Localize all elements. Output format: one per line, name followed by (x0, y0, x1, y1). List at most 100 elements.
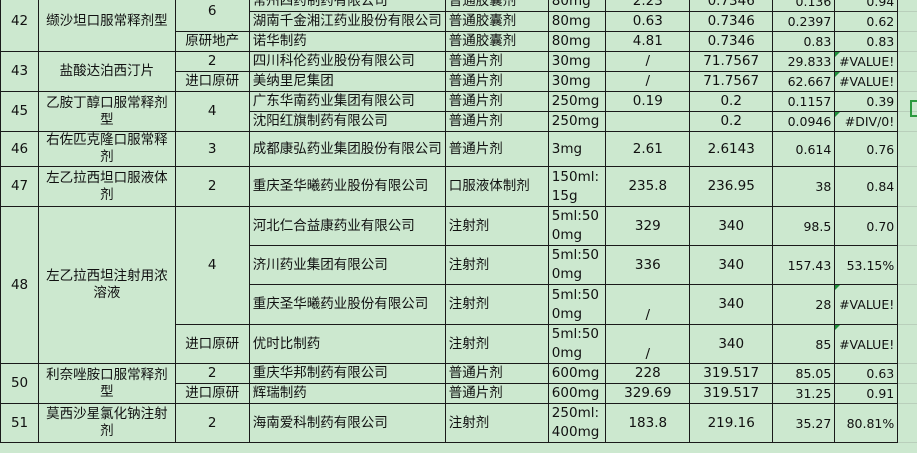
cell-drug-name[interactable]: 乙胺丁醇口服常释剂型 (39, 92, 176, 132)
cell-price-a[interactable]: 4.81 (606, 32, 690, 52)
cell-item-number[interactable]: 43 (1, 52, 39, 92)
cell-company[interactable]: 济川药业集团有限公司 (249, 246, 445, 285)
cell-price-b[interactable]: 0.2 (690, 112, 773, 132)
cell-price-a[interactable]: 235.8 (606, 167, 690, 207)
cell-item-number[interactable]: 47 (1, 167, 39, 207)
cell-empty[interactable] (1, 443, 39, 453)
cell-ratio[interactable]: 0.76 (835, 132, 898, 167)
cell-value[interactable]: 157.43 (773, 246, 835, 285)
cell-empty[interactable] (773, 443, 835, 453)
cell-company[interactable]: 湖南千金湘江药业股份有限公司 (249, 12, 445, 32)
cell-drug-name[interactable]: 左乙拉西坦口服液体剂 (39, 167, 176, 207)
cell-empty[interactable] (835, 443, 898, 453)
cell-ratio[interactable]: 0.39 (835, 92, 898, 112)
cell-spec[interactable]: 80mg (548, 12, 605, 32)
cell-spec[interactable]: 80mg (548, 32, 605, 52)
cell-empty[interactable] (690, 443, 773, 453)
cell-spec[interactable]: 600mg (548, 364, 605, 384)
cell-price-a[interactable]: 2.23 (606, 0, 690, 12)
cell-price-b[interactable]: 0.7346 (690, 0, 773, 12)
cell-empty[interactable] (606, 443, 690, 453)
cell-drug-name[interactable]: 左乙拉西坦注射用浓溶液 (39, 207, 176, 364)
cell-ratio[interactable]: 0.62 (835, 12, 898, 32)
cell-empty[interactable] (39, 443, 176, 453)
cell-drug-name[interactable]: 利奈唑胺口服常释剂型 (39, 364, 176, 404)
cell-category[interactable]: 2 (175, 167, 249, 207)
cell-spec[interactable]: 600mg (548, 384, 605, 404)
cell-dosage-form[interactable]: 注射剂 (445, 285, 548, 325)
cell-company[interactable]: 重庆华邦制药有限公司 (249, 364, 445, 384)
cell-drug-name[interactable]: 莫西沙星氯化钠注射剂 (39, 404, 176, 443)
cell-value[interactable]: 0.83 (773, 32, 835, 52)
cell-ratio[interactable]: 0.94 (835, 0, 898, 12)
cell-empty[interactable] (898, 443, 917, 453)
cell-dosage-form[interactable]: 普通胶囊剂 (445, 32, 548, 52)
cell-price-b[interactable]: 340 (690, 246, 773, 285)
cell-price-a[interactable]: 183.8 (606, 404, 690, 443)
cell-dosage-form[interactable]: 普通片剂 (445, 52, 548, 72)
cell-category[interactable]: 4 (175, 207, 249, 325)
active-cell-selection[interactable] (910, 100, 917, 117)
cell-value[interactable]: 85 (773, 325, 835, 364)
cell-category[interactable]: 4 (175, 92, 249, 132)
cell-empty[interactable] (175, 443, 249, 453)
cell-empty[interactable] (898, 246, 917, 285)
cell-ratio[interactable]: 0.70 (835, 207, 898, 246)
cell-empty[interactable] (898, 72, 917, 92)
cell-value[interactable]: 29.833 (773, 52, 835, 72)
cell-spec[interactable]: 250mg (548, 92, 605, 112)
cell-ratio-error[interactable]: #DIV/0! (835, 112, 898, 132)
cell-ratio[interactable]: 53.15% (835, 246, 898, 285)
cell-empty[interactable] (898, 384, 917, 404)
cell-dosage-form[interactable]: 口服液体制剂 (445, 167, 548, 207)
cell-category[interactable]: 进口原研 (175, 384, 249, 404)
cell-item-number[interactable]: 45 (1, 92, 39, 132)
cell-dosage-form[interactable]: 普通片剂 (445, 384, 548, 404)
cell-dosage-form[interactable]: 普通片剂 (445, 72, 548, 92)
cell-empty[interactable] (898, 404, 917, 443)
cell-category[interactable]: 2 (175, 364, 249, 384)
cell-empty[interactable] (898, 167, 917, 207)
cell-company[interactable]: 重庆圣华曦药业股份有限公司 (249, 285, 445, 325)
cell-spec[interactable]: 30mg (548, 72, 605, 92)
cell-price-b[interactable]: 71.7567 (690, 52, 773, 72)
cell-category[interactable]: 原研地产 (175, 32, 249, 52)
cell-dosage-form[interactable]: 普通片剂 (445, 92, 548, 112)
cell-company[interactable]: 广东华南药业集团有限公司 (249, 92, 445, 112)
cell-value[interactable]: 31.25 (773, 384, 835, 404)
cell-company[interactable]: 河北仁合益康药业有限公司 (249, 207, 445, 246)
cell-value[interactable]: 35.27 (773, 404, 835, 443)
cell-item-number[interactable]: 42 (1, 0, 39, 52)
cell-price-b[interactable]: 2.6143 (690, 132, 773, 167)
cell-drug-name[interactable]: 盐酸达泊西汀片 (39, 52, 176, 92)
cell-price-b[interactable]: 0.7346 (690, 32, 773, 52)
cell-price-a[interactable]: 228 (606, 364, 690, 384)
cell-company[interactable]: 美纳里尼集团 (249, 72, 445, 92)
cell-spec[interactable]: 250ml:400mg (548, 404, 605, 443)
cell-price-a[interactable] (606, 112, 690, 132)
cell-price-b[interactable]: 340 (690, 325, 773, 364)
cell-company[interactable]: 常州四药制药有限公司 (249, 0, 445, 12)
cell-spec[interactable]: 5ml:500mg (548, 207, 605, 246)
cell-empty[interactable] (898, 32, 917, 52)
cell-company[interactable]: 沈阳红旗制药有限公司 (249, 112, 445, 132)
cell-spec[interactable]: 250mg (548, 112, 605, 132)
cell-price-a[interactable]: 0.63 (606, 12, 690, 32)
cell-spec[interactable]: 5ml:500mg (548, 246, 605, 285)
cell-spec[interactable]: 30mg (548, 52, 605, 72)
cell-ratio[interactable]: 80.81% (835, 404, 898, 443)
cell-item-number[interactable]: 48 (1, 207, 39, 364)
cell-company[interactable]: 诺华制药 (249, 32, 445, 52)
cell-dosage-form[interactable]: 注射剂 (445, 207, 548, 246)
cell-category[interactable]: 进口原研 (175, 325, 249, 364)
cell-value[interactable]: 0.1157 (773, 92, 835, 112)
cell-spec[interactable]: 80mg (548, 0, 605, 12)
cell-price-a[interactable]: / (606, 325, 690, 364)
cell-value[interactable]: 85.05 (773, 364, 835, 384)
cell-value[interactable]: 0.136 (773, 0, 835, 12)
cell-category[interactable]: 2 (175, 404, 249, 443)
cell-company[interactable]: 四川科伦药业股份有限公司 (249, 52, 445, 72)
cell-empty[interactable] (898, 52, 917, 72)
cell-empty[interactable] (445, 443, 548, 453)
